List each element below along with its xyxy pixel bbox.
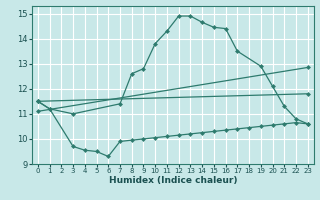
X-axis label: Humidex (Indice chaleur): Humidex (Indice chaleur) [108, 176, 237, 185]
